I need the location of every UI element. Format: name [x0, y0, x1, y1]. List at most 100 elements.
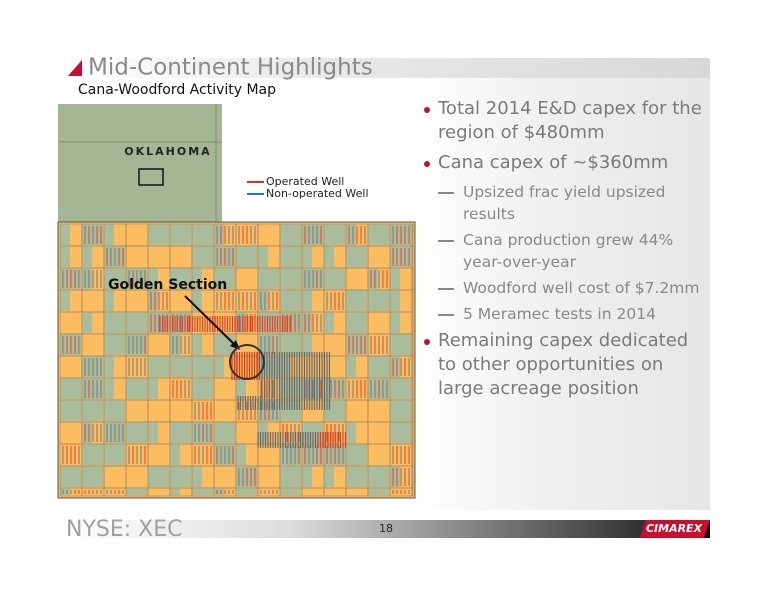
tract — [104, 268, 125, 289]
sub-bullet: Woodford well cost of $7.2mm — [438, 277, 706, 299]
tract — [280, 334, 301, 355]
tract — [60, 400, 81, 421]
tract — [192, 488, 213, 495]
legend-label: Non-operated Well — [266, 187, 369, 200]
tract — [346, 356, 356, 377]
tract — [82, 422, 92, 443]
tract — [148, 466, 169, 487]
callout-arrow — [184, 295, 237, 347]
section-line — [411, 487, 414, 497]
bullet-list: Total 2014 E&D capex for the region of $… — [424, 97, 706, 407]
acreage-map — [57, 221, 416, 499]
bullet: Remaining capex dedicated to other oppor… — [424, 329, 706, 401]
tract — [368, 466, 389, 487]
tract — [126, 488, 147, 495]
tract — [280, 246, 301, 267]
tract — [302, 290, 312, 311]
tract — [258, 246, 268, 267]
tract — [346, 444, 367, 465]
tract — [104, 400, 125, 421]
tract — [148, 290, 158, 311]
tract — [214, 488, 224, 495]
tract — [192, 290, 202, 311]
tract — [390, 400, 411, 421]
tract — [60, 488, 70, 495]
tract — [236, 378, 246, 399]
tract — [390, 268, 400, 289]
tract — [368, 488, 389, 495]
tract — [258, 268, 279, 289]
tract — [192, 224, 213, 245]
tract — [324, 466, 334, 487]
tract — [170, 488, 180, 495]
title-bar — [62, 58, 710, 78]
state-label: OKLAHOMA — [124, 145, 211, 158]
tract — [346, 466, 367, 487]
tract — [148, 422, 158, 443]
tract — [368, 290, 389, 311]
tract — [148, 356, 169, 377]
tract — [390, 312, 400, 333]
tract — [170, 268, 191, 289]
tract — [104, 312, 125, 333]
callout-label: Golden Section — [108, 277, 227, 293]
tract — [170, 466, 191, 487]
tract — [302, 246, 312, 267]
tract — [82, 400, 103, 421]
tract — [104, 334, 125, 355]
tract — [236, 488, 257, 495]
tract — [82, 444, 103, 465]
logo-badge — [640, 520, 710, 538]
tract — [368, 224, 389, 245]
tract — [258, 290, 268, 311]
tract — [192, 334, 202, 355]
tract — [148, 224, 169, 245]
tract — [390, 356, 400, 377]
tract — [346, 422, 356, 443]
sub-bullet: 5 Meramec tests in 2014 — [438, 303, 706, 325]
sub-bullet: Cana production grew 44% year-over-year — [438, 229, 706, 273]
title-triangle — [68, 60, 82, 76]
tract — [346, 290, 367, 311]
tract — [82, 268, 92, 289]
tract — [104, 356, 114, 377]
tract — [346, 246, 367, 267]
logo: CIMAREX — [646, 522, 703, 535]
footer-bar — [62, 520, 710, 538]
tract — [60, 246, 70, 267]
tract — [236, 312, 246, 333]
tract — [390, 422, 411, 443]
tract — [324, 246, 334, 267]
tract — [258, 312, 279, 333]
tract — [192, 356, 213, 377]
map-subtitle: Cana-Woodford Activity Map — [78, 82, 276, 98]
tract — [104, 378, 114, 399]
tract — [390, 290, 400, 311]
tract — [82, 312, 92, 333]
tract — [192, 246, 213, 267]
inset-locator — [138, 168, 164, 186]
tract — [60, 378, 81, 399]
tract — [346, 312, 367, 333]
map-border — [57, 221, 416, 499]
tract — [170, 422, 191, 443]
tract — [280, 488, 301, 495]
tract — [390, 466, 400, 487]
tract — [280, 466, 301, 487]
tract — [126, 422, 147, 443]
text-panel — [415, 78, 710, 510]
tract — [324, 224, 345, 245]
tract — [280, 290, 301, 311]
tract — [170, 224, 191, 245]
tract — [390, 378, 411, 399]
slide-title: Mid-Continent Highlights — [88, 55, 373, 81]
tract — [192, 268, 202, 289]
bullet: Cana capex of ~$360mm — [424, 151, 706, 175]
legend-label: Operated Well — [266, 175, 344, 188]
tract — [170, 356, 191, 377]
tract — [302, 334, 312, 355]
tract — [258, 356, 279, 377]
tract — [126, 312, 147, 333]
tract — [302, 466, 312, 487]
